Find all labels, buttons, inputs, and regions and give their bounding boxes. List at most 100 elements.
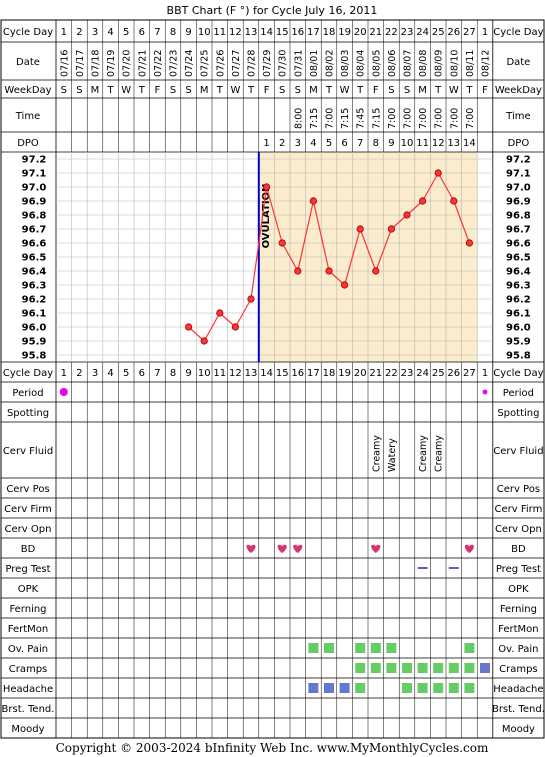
cycle-day-label: 5	[123, 368, 129, 379]
chart-grid	[0, 19, 545, 739]
temperature-point	[372, 267, 380, 275]
temperature-line-segment	[453, 200, 470, 244]
date-label: 07/26	[215, 50, 226, 77]
time-label: 7:45	[356, 108, 367, 129]
temperature-line-segment	[437, 172, 455, 202]
dpo-label: 6	[341, 138, 347, 149]
cycle-day-label: 3	[92, 368, 98, 379]
cycle-day-label: 7	[154, 27, 160, 38]
row-label-right: Cerv Firm	[494, 504, 542, 515]
cycle-day-label: 16	[291, 27, 304, 38]
temperature-line-segment	[422, 172, 439, 202]
row-label-left: Cerv Fluid	[3, 446, 53, 457]
date-label: 07/16	[59, 50, 70, 77]
dpo-label: 12	[432, 138, 445, 149]
time-label: 7:15	[309, 108, 320, 129]
row-label-left: DPO	[17, 138, 39, 149]
ov-pain-marker	[464, 643, 475, 653]
temperature-point	[309, 197, 317, 205]
row-label-right: Headache	[493, 684, 543, 695]
dpo-label: 10	[401, 138, 414, 149]
cycle-day-label: 18	[323, 368, 336, 379]
cycle-day-label: 10	[198, 368, 211, 379]
date-label: 08/12	[481, 50, 492, 77]
ov-pain-marker	[370, 643, 381, 653]
cycle-day-label: 18	[323, 27, 336, 38]
date-label: 08/02	[325, 50, 336, 77]
cycle-day-label: 4	[107, 368, 113, 379]
weekday-label: T	[107, 85, 115, 96]
headache-marker	[324, 683, 334, 693]
y-tick-label-left: 97.1	[22, 169, 47, 180]
weekday-label: S	[170, 85, 176, 96]
cycle-day-label: 2	[76, 27, 82, 38]
chart-title: BBT Chart (F °) for Cycle July 16, 2011	[167, 4, 378, 17]
row-label-left: Spotting	[7, 408, 49, 419]
temperature-point	[247, 295, 255, 303]
temperature-point	[465, 239, 473, 247]
headache-marker	[417, 683, 428, 693]
row-label-left: OPK	[18, 584, 39, 595]
cycle-day-label: 8	[170, 368, 176, 379]
cycle-day-label: 20	[354, 368, 367, 379]
date-label: 08/06	[387, 50, 398, 77]
time-label: 8:00	[293, 108, 304, 129]
date-label: 08/03	[340, 50, 351, 77]
date-label: 07/21	[137, 50, 148, 77]
y-tick-label-right: 96.7	[506, 225, 531, 236]
ov-pain-marker	[308, 643, 319, 653]
copyright-text: Copyright © 2003-2024 bInfinity Web Inc.…	[56, 741, 489, 755]
date-label: 08/07	[403, 50, 414, 77]
cycle-day-label: 19	[338, 368, 351, 379]
date-label: 07/24	[184, 50, 195, 77]
cycle-day-label: 8	[170, 27, 176, 38]
row-label-left: Ov. Pain	[8, 644, 48, 655]
date-label: 07/25	[200, 50, 211, 77]
ov-pain-marker	[324, 643, 334, 653]
cycle-day-label: 4	[107, 27, 113, 38]
temperature-point	[450, 197, 458, 205]
dpo-label: 4	[310, 138, 316, 149]
cerv-fluid-label: Creamy	[371, 435, 382, 472]
row-label-right: Moody	[502, 724, 535, 735]
weekday-label: T	[216, 85, 224, 96]
y-tick-label-right: 96.8	[506, 211, 531, 222]
row-label-right: Cramps	[499, 664, 538, 675]
cycle-day-label: 1	[482, 368, 488, 379]
row-label-left: FertMon	[8, 624, 48, 635]
cycle-day-label: 6	[139, 27, 145, 38]
y-tick-label-right: 96.9	[506, 197, 531, 208]
row-labels: Cycle Day Cycle Day Date Date WeekDay WeekDay…	[2, 27, 545, 735]
cramps-marker	[386, 663, 397, 673]
cycle-day-label: 2	[76, 368, 82, 379]
row-label-right: BD	[511, 544, 526, 555]
row-label-right: Spotting	[497, 408, 539, 419]
temperature-line-segment	[312, 200, 330, 272]
row-label-right: Period	[503, 388, 534, 399]
row-label-right: Time	[505, 111, 530, 122]
y-tick-label-right: 97.1	[506, 169, 531, 180]
row-label-right: Brst. Tend.	[492, 704, 545, 715]
cycle-day-label: 17	[307, 368, 320, 379]
cycle-day-label: 17	[307, 27, 320, 38]
y-tick-label-right: 96.3	[506, 281, 531, 292]
weekday-label: T	[465, 85, 473, 96]
temperature-line-segment	[234, 298, 252, 328]
date-label: 08/08	[418, 50, 429, 77]
cycle-day-label: 27	[463, 27, 476, 38]
chart-frame	[0, 19, 545, 739]
row-label-left: Time	[15, 111, 40, 122]
cycle-day-label: 25	[432, 368, 445, 379]
y-tick-label-left: 95.9	[22, 337, 47, 348]
cramps-marker	[370, 663, 381, 673]
cycle-day-label: 9	[185, 368, 191, 379]
row-label-right: Preg Test	[496, 564, 541, 575]
row-label-right: Cerv Opn	[495, 524, 542, 535]
y-tick-label-right: 97.0	[506, 183, 531, 194]
weekday-label: S	[76, 85, 82, 96]
temperature-point	[200, 337, 208, 345]
dpo-label: 1	[263, 138, 269, 149]
weekday-label: M	[309, 85, 318, 96]
time-label: 7:00	[325, 108, 336, 129]
